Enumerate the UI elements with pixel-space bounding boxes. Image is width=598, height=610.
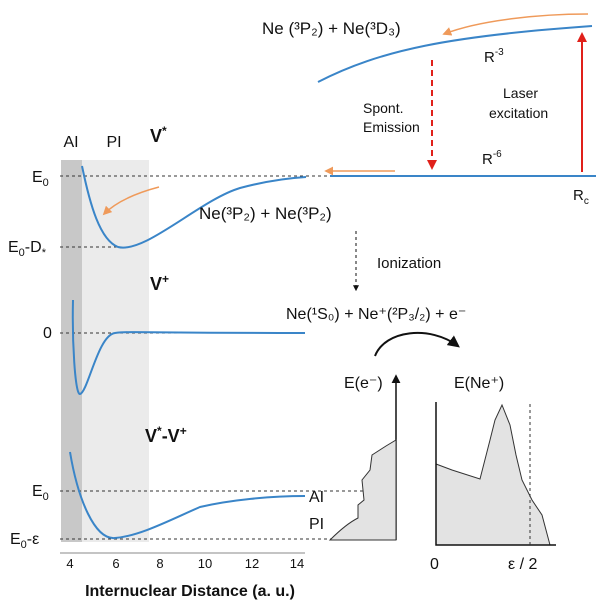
spont-emission-label: Spont. Emission	[363, 100, 420, 135]
r-minus6-label: R-6	[482, 149, 502, 168]
x-tick-4: 4	[66, 556, 73, 571]
ion-zero-label: 0	[430, 556, 439, 573]
x-tick-6: 6	[112, 556, 119, 571]
r-minus3-label: R-3	[484, 47, 504, 66]
spectrum-pi-label: PI	[309, 516, 324, 533]
x-axis-title: Internuclear Distance (a. u.)	[85, 583, 295, 600]
pi-region-label: PI	[106, 134, 121, 151]
e0-minus-d-label: E0-D*	[8, 239, 47, 259]
rc-label: Rc	[573, 187, 589, 207]
upper-states-label: Ne (³P₂) + Ne(³D₃)	[262, 19, 401, 38]
x-tick-14: 14	[290, 556, 304, 571]
curved-transfer-arrow	[374, 332, 460, 357]
electron-spectrum-profile	[328, 439, 397, 541]
electron-spectrum-title: E(e⁻)	[344, 375, 383, 392]
ion-spectrum-title: E(Ne⁺)	[454, 375, 504, 392]
e0-bottom-label: E0	[32, 483, 49, 503]
x-tick-12: 12	[245, 556, 259, 571]
v-plus-label: V+	[150, 272, 169, 294]
v-plus-curve	[71, 299, 306, 396]
ai-region-band	[61, 160, 82, 542]
x-tick-10: 10	[198, 556, 212, 571]
laser-excitation-label: Laser excitation	[489, 85, 548, 121]
r-minus3-curve	[317, 25, 593, 83]
v-diff-label: V*-V+	[145, 424, 187, 446]
orange-arrow-top	[442, 13, 589, 36]
ion-eps-label: ε / 2	[508, 556, 537, 573]
zero-label: 0	[43, 325, 52, 342]
orange-arrow-left	[102, 186, 160, 216]
v-star-label: V*	[150, 124, 167, 146]
pi-region-band	[82, 160, 149, 542]
spectrum-ai-label: AI	[309, 489, 324, 506]
x-tick-8: 8	[156, 556, 163, 571]
lower-states-label: Ne(³P₂) + Ne(³P₂)	[199, 204, 332, 223]
e0-minus-eps-label: E0-ε	[10, 531, 39, 551]
e0-top-label: E0	[32, 169, 49, 189]
ion-spectrum-profile	[435, 403, 551, 546]
ionization-label: Ionization	[377, 255, 441, 272]
v-star-curve	[81, 165, 307, 249]
products-label: Ne(¹S₀) + Ne⁺(²P₃/₂) + e⁻	[286, 306, 466, 323]
ion-spectrum-axes	[435, 402, 556, 546]
v-diff-curve	[69, 451, 306, 540]
ai-region-label: AI	[63, 134, 78, 151]
